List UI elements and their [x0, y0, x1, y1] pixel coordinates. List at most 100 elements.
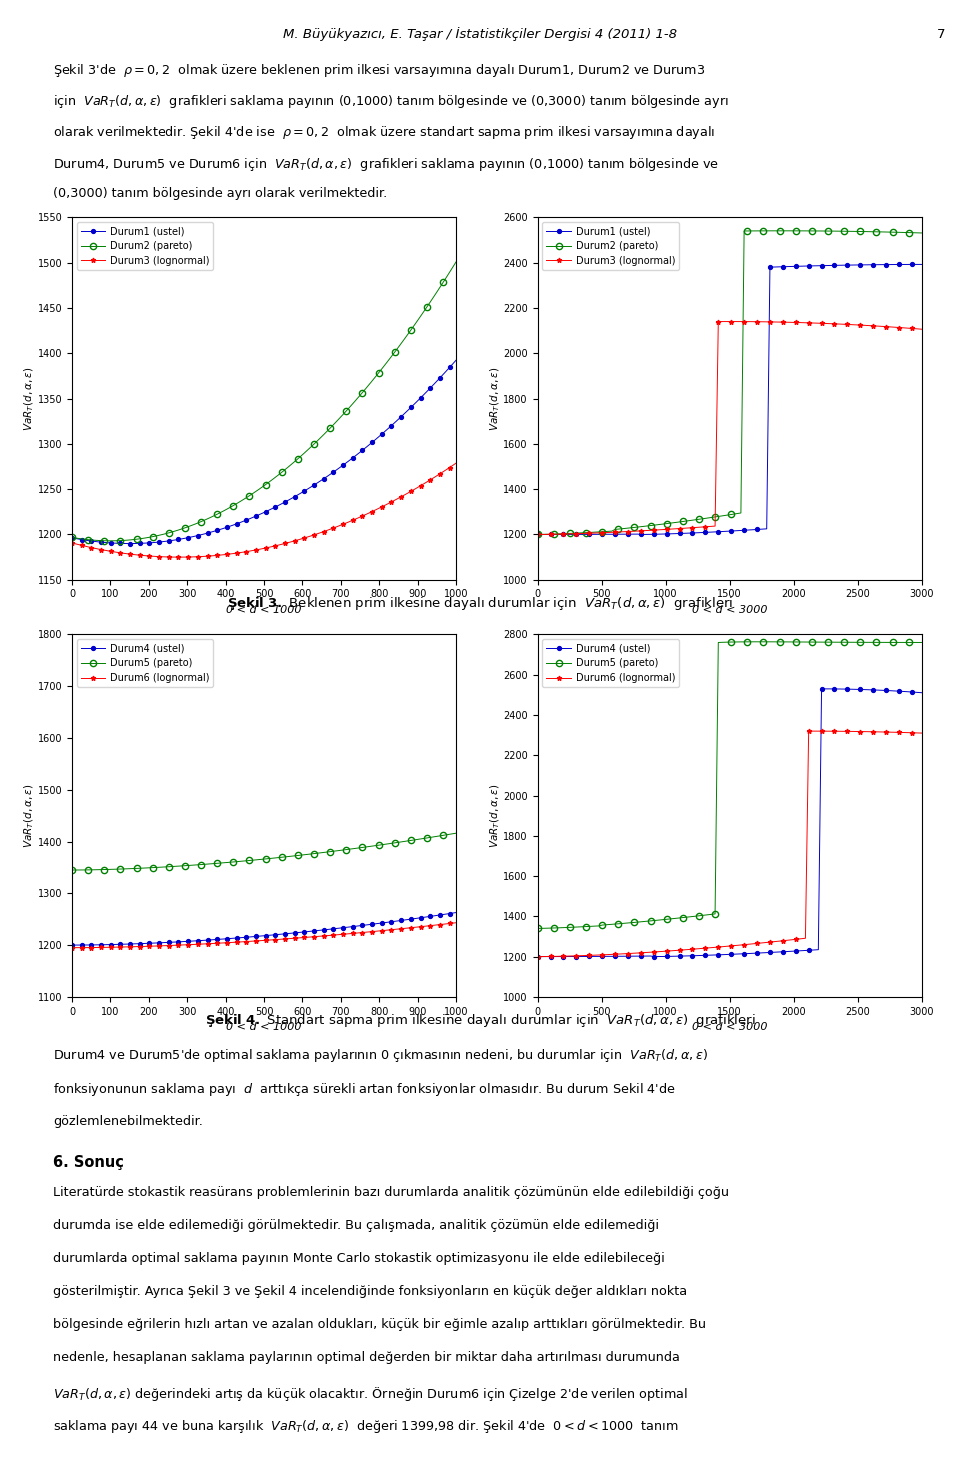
- X-axis label: 0 < d < 3000: 0 < d < 3000: [692, 1022, 767, 1032]
- Durum1 (ustel): [282, 491, 294, 509]
- Text: olarak verilmektedir. Şekil 4'de ise  $\rho=0,2$  olmak üzere standart sapma pri: olarak verilmektedir. Şekil 4'de ise $\r…: [53, 124, 715, 142]
- Text: fonksiyonunun saklama payı  $d$  arttıkça sürekli artan fonksiyonlar olmasıdır. : fonksiyonunun saklama payı $d$ arttıkça …: [53, 1081, 676, 1099]
- Text: Şekil 3'de  $\rho=0,2$  olmak üzere beklenen prim ilkesi varsayımına dayalı Duru: Şekil 3'de $\rho=0,2$ olmak üzere beklen…: [53, 62, 706, 78]
- Durum1 (ustel): [66, 529, 78, 547]
- Text: Literatürde stokastik reasürans problemlerinin bazı durumlarda analitik çözümünü: Literatürde stokastik reasürans probleml…: [53, 1186, 729, 1199]
- Durum2 (pareto): [282, 458, 294, 476]
- Durum4 (ustel): [745, 945, 756, 963]
- Durum5 (pareto): [370, 837, 381, 855]
- Text: saklama payı 44 ve buna karşılık  $VaR_T(d,\alpha,\varepsilon)$  değeri 1399,98 : saklama payı 44 ve buna karşılık $VaR_T(…: [53, 1417, 679, 1435]
- Durum6 (lognormal): [170, 936, 181, 954]
- Durum2 (pareto): [173, 521, 184, 538]
- Line: Durum6 (lognormal): Durum6 (lognormal): [69, 920, 459, 950]
- Durum2 (pareto): [66, 528, 78, 546]
- Durum1 (ustel): [745, 521, 756, 538]
- Durum2 (pareto): [105, 532, 116, 550]
- Line: Durum4 (ustel): Durum4 (ustel): [536, 686, 924, 958]
- Line: Durum6 (lognormal): Durum6 (lognormal): [535, 729, 924, 958]
- Durum4 (ustel): [147, 935, 158, 952]
- Durum4 (ustel): [279, 924, 291, 942]
- Durum6 (lognormal): [612, 945, 624, 963]
- Durum4 (ustel): [170, 933, 181, 951]
- Durum2 (pareto): [906, 223, 918, 241]
- Text: Durum4, Durum5 ve Durum6 için  $VaR_T(d,\alpha,\varepsilon)$  grafikleri saklama: Durum4, Durum5 ve Durum6 için $VaR_T(d,\…: [53, 155, 719, 173]
- Durum6 (lognormal): [532, 948, 543, 966]
- Line: Durum2 (pareto): Durum2 (pareto): [69, 259, 459, 544]
- Durum5 (pareto): [279, 847, 291, 865]
- Durum6 (lognormal): [147, 938, 158, 955]
- Durum4 (ustel): [838, 680, 850, 698]
- Text: gözlemlenebilmektedir.: gözlemlenebilmektedir.: [53, 1115, 203, 1128]
- Legend: Durum1 (ustel), Durum2 (pareto), Durum3 (lognormal): Durum1 (ustel), Durum2 (pareto), Durum3 …: [77, 222, 213, 269]
- Line: Durum5 (pareto): Durum5 (pareto): [69, 830, 459, 873]
- Durum6 (lognormal): [797, 930, 808, 948]
- Durum2 (pareto): [800, 222, 811, 240]
- Durum5 (pareto): [66, 861, 78, 879]
- Legend: Durum4 (ustel), Durum5 (pareto), Durum6 (lognormal): Durum4 (ustel), Durum5 (pareto), Durum6 …: [542, 639, 679, 686]
- Durum2 (pareto): [612, 521, 624, 538]
- Text: 7: 7: [937, 28, 946, 40]
- Durum3 (lognormal): [334, 516, 346, 534]
- Durum5 (pareto): [838, 633, 850, 651]
- Durum6 (lognormal): [803, 722, 814, 740]
- Durum4 (ustel): [450, 904, 462, 921]
- Durum5 (pareto): [170, 858, 181, 876]
- Text: (0,3000) tanım bölgesinde ayrı olarak verilmektedir.: (0,3000) tanım bölgesinde ayrı olarak ve…: [53, 186, 387, 200]
- Durum6 (lognormal): [331, 926, 343, 944]
- Durum3 (lognormal): [612, 524, 624, 541]
- Y-axis label: $VaR_T(d,\alpha,\varepsilon)$: $VaR_T(d,\alpha,\varepsilon)$: [22, 367, 36, 430]
- Durum5 (pareto): [745, 633, 756, 651]
- Durum4 (ustel): [331, 920, 343, 938]
- Durum2 (pareto): [838, 222, 850, 240]
- Durum1 (ustel): [916, 256, 927, 274]
- Durum3 (lognormal): [282, 534, 294, 552]
- Durum5 (pareto): [755, 633, 766, 651]
- Durum4 (ustel): [916, 683, 927, 701]
- Durum1 (ustel): [372, 427, 384, 445]
- Y-axis label: $VaR_T(d,\alpha,\varepsilon)$: $VaR_T(d,\alpha,\varepsilon)$: [488, 367, 502, 430]
- Text: durumda ise elde edilemediği görülmektedir. Bu çalışmada, analitik çözümün elde : durumda ise elde edilemediği görülmekted…: [53, 1219, 659, 1232]
- Durum4 (ustel): [816, 680, 828, 698]
- Durum1 (ustel): [125, 534, 136, 552]
- Durum2 (pareto): [916, 225, 927, 243]
- X-axis label: 0 < d < 1000: 0 < d < 1000: [227, 1022, 301, 1032]
- Durum6 (lognormal): [838, 722, 850, 740]
- Text: için  $VaR_T(d,\alpha,\varepsilon)$  grafikleri saklama payının (0,1000) tanım b: için $VaR_T(d,\alpha,\varepsilon)$ grafi…: [53, 93, 729, 111]
- Durum5 (pareto): [800, 633, 811, 651]
- Durum3 (lognormal): [532, 525, 543, 543]
- Line: Durum3 (lognormal): Durum3 (lognormal): [69, 461, 459, 559]
- Durum1 (ustel): [835, 256, 847, 274]
- Line: Durum5 (pareto): Durum5 (pareto): [535, 639, 924, 932]
- Durum4 (ustel): [370, 916, 381, 933]
- Durum1 (ustel): [903, 256, 915, 274]
- Line: Durum1 (ustel): Durum1 (ustel): [70, 358, 458, 546]
- X-axis label: 0 < d < 1000: 0 < d < 1000: [227, 605, 301, 615]
- Durum5 (pareto): [636, 913, 647, 930]
- Text: nedenle, hesaplanan saklama paylarının optimal değerden bir miktar daha artırılm: nedenle, hesaplanan saklama paylarının o…: [53, 1352, 680, 1365]
- Line: Durum2 (pareto): Durum2 (pareto): [535, 228, 924, 537]
- Durum1 (ustel): [334, 458, 346, 476]
- Durum6 (lognormal): [66, 939, 78, 957]
- Text: gösterilmiştir. Ayrıca Şekil 3 ve Şekil 4 incelendiğinde fonksiyonların en küçük: gösterilmiştir. Ayrıca Şekil 3 ve Şekil …: [53, 1285, 687, 1299]
- Line: Durum4 (ustel): Durum4 (ustel): [70, 911, 458, 947]
- Durum1 (ustel): [797, 257, 808, 275]
- Text: 6. Sonuç: 6. Sonuç: [53, 1155, 124, 1170]
- Durum4 (ustel): [66, 936, 78, 954]
- Durum1 (ustel): [150, 534, 161, 552]
- Durum4 (ustel): [612, 948, 624, 966]
- Text: durumlarda optimal saklama payının Monte Carlo stokastik optimizasyonu ile elde : durumlarda optimal saklama payının Monte…: [53, 1253, 664, 1265]
- Legend: Durum4 (ustel), Durum5 (pareto), Durum6 (lognormal): Durum4 (ustel), Durum5 (pareto), Durum6 …: [77, 639, 213, 686]
- Durum2 (pareto): [777, 222, 788, 240]
- Durum5 (pareto): [612, 916, 624, 933]
- Text: bölgesinde eğrilerin hızlı artan ve azalan oldukları, küçük bir eğimle azalıp ar: bölgesinde eğrilerin hızlı artan ve azal…: [53, 1318, 706, 1331]
- Durum1 (ustel): [441, 362, 452, 380]
- Durum4 (ustel): [636, 947, 647, 964]
- Durum2 (pareto): [441, 269, 452, 287]
- Durum1 (ustel): [612, 525, 624, 543]
- Durum3 (lognormal): [800, 314, 811, 331]
- Durum3 (lognormal): [372, 500, 384, 518]
- Durum4 (ustel): [532, 948, 543, 966]
- Durum3 (lognormal): [748, 312, 759, 330]
- Durum2 (pareto): [532, 525, 543, 543]
- Durum5 (pareto): [147, 859, 158, 877]
